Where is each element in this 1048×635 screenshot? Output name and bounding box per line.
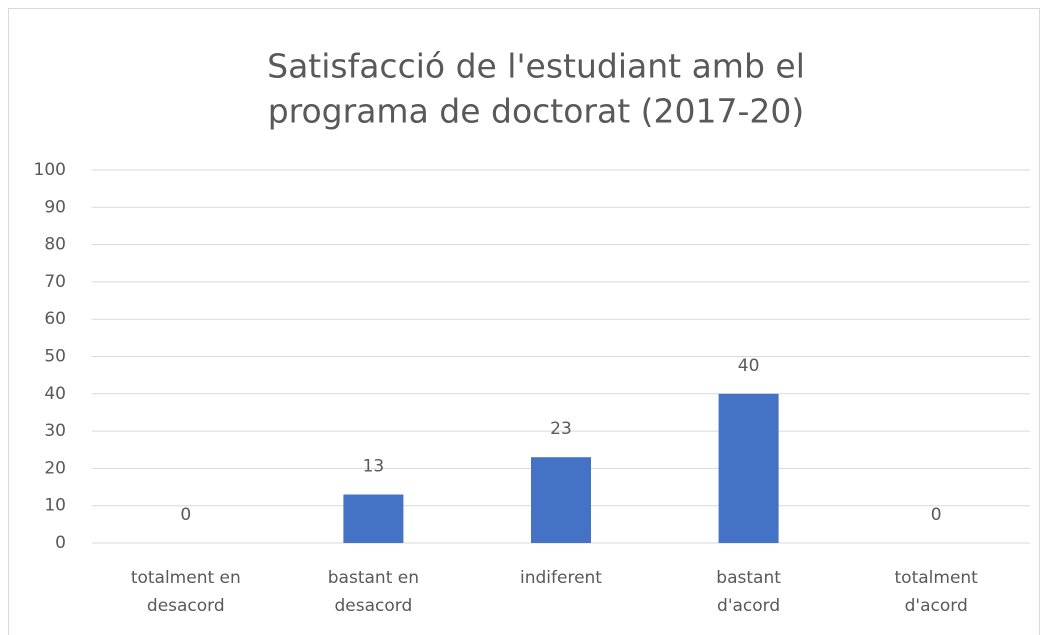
x-tick-label: totalment en desacord: [130, 568, 241, 616]
x-tick-label: bastant en desacord: [327, 568, 419, 616]
y-tick-label: 10: [44, 496, 66, 516]
bar: [531, 457, 591, 543]
y-tick-label: 90: [44, 197, 66, 217]
y-tick-label: 40: [44, 384, 66, 404]
bar: [343, 494, 404, 543]
y-tick-label: 100: [34, 160, 66, 180]
y-tick-label: 20: [44, 458, 66, 478]
y-tick-label: 30: [44, 421, 66, 441]
data-label: 13: [363, 457, 385, 477]
y-tick-label: 0: [55, 533, 66, 553]
data-label: 0: [931, 505, 942, 525]
chart-border: [8, 8, 1040, 635]
data-label: 0: [180, 505, 191, 525]
chart-title: programa de doctorat (2017-20): [268, 92, 805, 131]
x-tick-label: indiferent: [520, 568, 602, 588]
data-label: 40: [738, 356, 760, 376]
x-tick-label: bastant d'acord: [716, 568, 781, 616]
y-tick-label: 50: [44, 347, 66, 367]
bar: [718, 393, 779, 543]
chart-title: Satisfacció de l'estudiant amb el: [267, 47, 805, 86]
y-tick-label: 80: [44, 235, 66, 255]
y-tick-label: 70: [44, 272, 66, 292]
y-tick-label: 60: [44, 309, 66, 329]
data-label: 23: [550, 419, 572, 439]
x-tick-label: totalment d'acord: [894, 568, 978, 616]
